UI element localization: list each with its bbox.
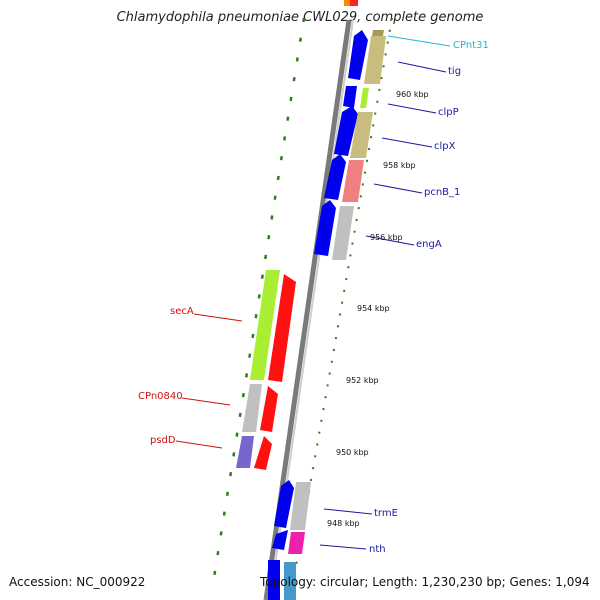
leader-pcnB_1 [373,183,423,194]
cds-secA-red [268,274,296,382]
cds-tig [348,30,368,80]
outer-features [284,30,386,600]
leader-engA [365,235,415,246]
inner-dotted-ring [210,17,306,591]
cds-CPn0840-red [260,386,278,432]
leader-nth [319,544,367,550]
gene-CPn0840-grey [242,384,262,432]
cds-bottom-partial [268,560,280,600]
cds-engA [314,200,336,256]
label-CPn0840: CPn0840 [138,391,183,402]
gene-nth [288,532,305,554]
gene-pcnB_1 [342,160,364,202]
label-engA: engA [416,239,442,250]
tick-954-kbp: 954 kbp [357,304,390,313]
leader-tig [397,61,447,73]
leader-CPn0840 [181,397,231,406]
leader-clpX [381,137,433,148]
trna-CPnt31 [372,30,384,36]
tick-948-kbp: 948 kbp [327,519,360,528]
genome-summary-text: Topology: circular; Length: 1,230,230 bp… [260,575,590,589]
gene-tig [364,36,386,84]
cds-nth [272,530,288,550]
label-leaders [175,35,451,550]
label-pcnB_1: pcnB_1 [424,187,461,198]
cds-trmE [274,480,294,528]
tick-950-kbp: 950 kbp [336,448,369,457]
gene-secA-green [250,270,280,380]
feature-top-orange [344,0,350,6]
label-nth: nth [369,544,386,555]
gene-trmE [290,482,311,530]
leader-clpP [387,103,437,114]
gene-psdD-purple [236,436,254,468]
cds-clpP [343,86,357,108]
feature-top-red [350,0,358,6]
leader-trmE [323,508,373,515]
label-secA: secA [170,306,194,317]
reverse-strand-features [236,270,296,470]
gene-bottom-partial [284,562,296,600]
cds-psdD-red [254,436,272,470]
tick-960-kbp: 960 kbp [396,90,429,99]
forward-strand-features [268,30,368,600]
label-clpX: clpX [434,141,456,152]
label-clpP: clpP [438,107,459,118]
cds-clpX [334,106,358,156]
gene-engA [332,206,354,260]
tick-952-kbp: 952 kbp [346,376,379,385]
tick-958-kbp: 958 kbp [383,161,416,170]
label-psdD: psdD [150,435,176,446]
accession-text: Accession: NC_000922 [9,575,146,589]
tick-956-kbp: 956 kbp [370,233,403,242]
leader-psdD [175,440,223,449]
cds-pcnB_1 [324,154,346,200]
label-CPnt31: CPnt31 [453,40,489,51]
gene-clpX [350,112,373,158]
gene-clpP-green [360,88,369,108]
label-trmE: trmE [374,508,398,519]
map-title: Chlamydophila pneumoniae CWL029, complet… [116,10,484,25]
leader-secA [193,313,243,322]
leader-CPnt31 [387,35,451,47]
label-tig: tig [448,66,462,77]
